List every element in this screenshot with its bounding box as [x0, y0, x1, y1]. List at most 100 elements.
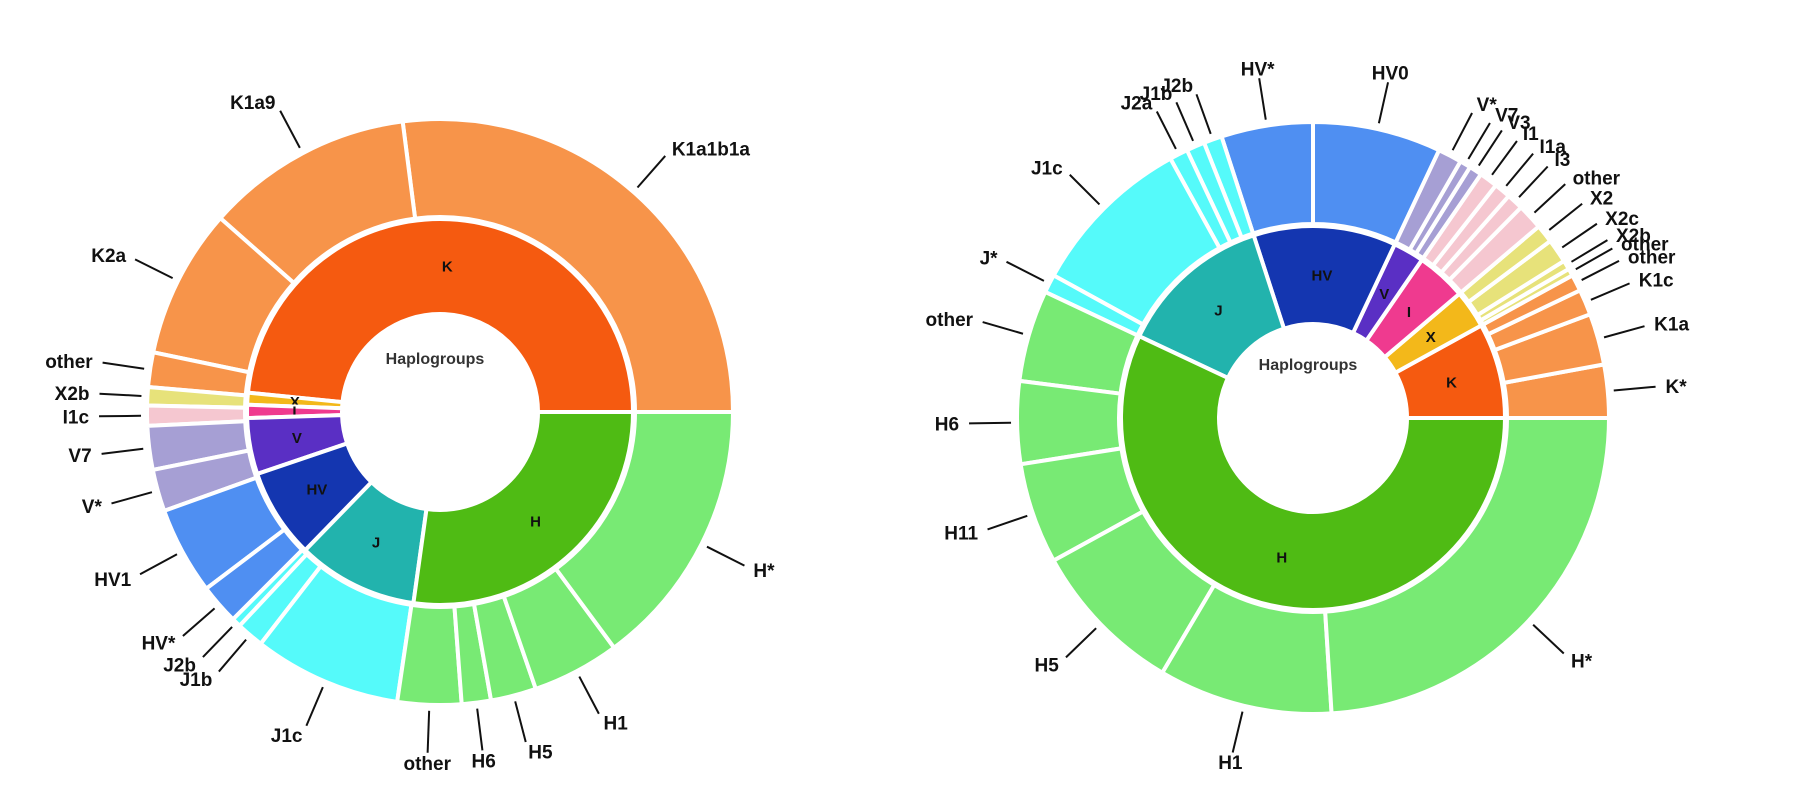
leader-line — [1491, 140, 1518, 176]
outer-label-j1c: J1c — [1031, 159, 1063, 180]
inner-label-k: K — [442, 259, 453, 276]
inner-segment-h[interactable] — [411, 410, 636, 607]
leader-line — [1006, 260, 1045, 282]
outer-label-other: other — [45, 352, 93, 373]
outer-label-v7: V7 — [1495, 105, 1518, 126]
inner-segment-k[interactable] — [245, 217, 636, 414]
leader-line — [1590, 282, 1630, 301]
leader-line — [202, 626, 233, 658]
outer-label-j2b: J2b — [1160, 76, 1193, 97]
outer-label-vstar: V* — [1477, 95, 1498, 116]
outer-segment-hstar[interactable] — [1323, 416, 1612, 716]
outer-label-h1: H1 — [1218, 753, 1243, 774]
outer-label-x2b: X2b — [55, 384, 90, 405]
outer-label-x2: X2 — [1590, 189, 1613, 210]
leader-line — [305, 686, 324, 727]
leader-line — [969, 421, 1012, 425]
inner-label-j: J — [372, 535, 380, 552]
outer-label-hstar: H* — [753, 561, 775, 582]
leader-line — [1377, 82, 1390, 124]
leader-line — [1231, 711, 1244, 753]
inner-label-hv: HV — [1312, 267, 1333, 284]
sunburst-chart-right: KXIVHVJHK*K1aK1cotherotherX2bX2cX2otherI… — [926, 59, 1690, 774]
outer-label-other: other — [926, 310, 974, 331]
leader-line — [182, 607, 216, 637]
center-hole — [1221, 326, 1405, 510]
inner-label-i: I — [1407, 304, 1411, 321]
outer-label-k1a1b1a: K1a1b1a — [672, 139, 751, 160]
outer-label-vstar: V* — [82, 497, 103, 518]
outer-label-j1b: J1b — [180, 670, 213, 691]
leader-line — [426, 710, 431, 753]
leader-line — [1069, 174, 1101, 206]
outer-segment-hstar[interactable] — [553, 410, 736, 651]
leader-line — [514, 701, 527, 743]
leader-line — [706, 545, 745, 567]
inner-label-k: K — [1446, 374, 1457, 391]
leader-line — [636, 155, 666, 189]
inner-label-v: V — [292, 430, 302, 447]
leader-line — [1175, 101, 1194, 142]
outer-label-hv0: HV0 — [1372, 64, 1409, 85]
leader-line — [1451, 112, 1473, 151]
outer-label-hvstar: HV* — [142, 634, 176, 655]
outer-label-other: other — [1628, 247, 1676, 268]
outer-label-j1b: J1b — [1140, 84, 1173, 105]
outer-label-i1: I1 — [1523, 124, 1539, 145]
outer-label-kstar: K* — [1666, 377, 1688, 398]
outer-label-i1a: I1a — [1540, 137, 1567, 158]
leader-line — [1065, 627, 1097, 659]
leader-line — [99, 392, 142, 397]
outer-label-i3: I3 — [1555, 150, 1571, 171]
leader-line — [1258, 78, 1267, 120]
outer-label-hstar: H* — [1571, 651, 1593, 672]
leader-line — [99, 414, 142, 418]
leader-line — [1505, 152, 1534, 187]
outer-label-hv1: HV1 — [94, 570, 131, 591]
outer-label-j2b: J2b — [163, 655, 196, 676]
outer-label-j1c: J1c — [271, 726, 303, 747]
inner-label-i: I — [292, 404, 296, 421]
leader-line — [1467, 122, 1491, 160]
outer-label-other: other — [1573, 168, 1621, 189]
inner-label-h: H — [1276, 550, 1287, 567]
inner-label-v: V — [1379, 286, 1389, 303]
leader-line — [982, 321, 1024, 335]
center-label: Haplogroups — [386, 351, 485, 368]
outer-label-i1c: I1c — [63, 407, 90, 428]
outer-label-x2c: X2c — [1605, 209, 1639, 230]
outer-label-k1a9: K1a9 — [230, 93, 275, 114]
outer-label-hvstar: HV* — [1241, 59, 1275, 80]
leader-line — [987, 514, 1028, 531]
outer-label-h6: H6 — [472, 751, 496, 772]
outer-label-j2a: J2a — [1121, 94, 1153, 115]
leader-line — [1155, 111, 1177, 150]
outer-label-v7: V7 — [68, 446, 91, 467]
inner-label-x: X — [1426, 329, 1436, 346]
leader-line — [1613, 385, 1656, 392]
outer-label-h5: H5 — [1034, 655, 1059, 676]
outer-label-k2a: K2a — [91, 246, 126, 267]
leader-line — [1581, 259, 1620, 281]
outer-label-jstar: J* — [980, 248, 999, 269]
outer-label-x2b: X2b — [1616, 226, 1651, 247]
inner-segment-h[interactable] — [1119, 333, 1508, 612]
outer-segment-k1a1b1a[interactable] — [400, 117, 736, 414]
leader-line — [1548, 202, 1583, 231]
outer-label-h1: H1 — [604, 714, 629, 735]
center-label: Haplogroups — [1259, 357, 1358, 374]
leader-line — [1518, 165, 1549, 198]
outer-label-other: other — [1621, 235, 1669, 256]
inner-label-j: J — [1214, 303, 1222, 320]
outer-label-h11: H11 — [944, 524, 978, 545]
center-hole — [344, 316, 536, 508]
outer-label-k1a: K1a — [1654, 315, 1689, 336]
inner-label-h: H — [530, 514, 541, 531]
leader-line — [1570, 239, 1608, 263]
outer-label-v3: V3 — [1507, 113, 1530, 134]
leader-line — [1575, 247, 1613, 271]
outer-label-h5: H5 — [528, 743, 553, 764]
leader-line — [1532, 624, 1565, 655]
